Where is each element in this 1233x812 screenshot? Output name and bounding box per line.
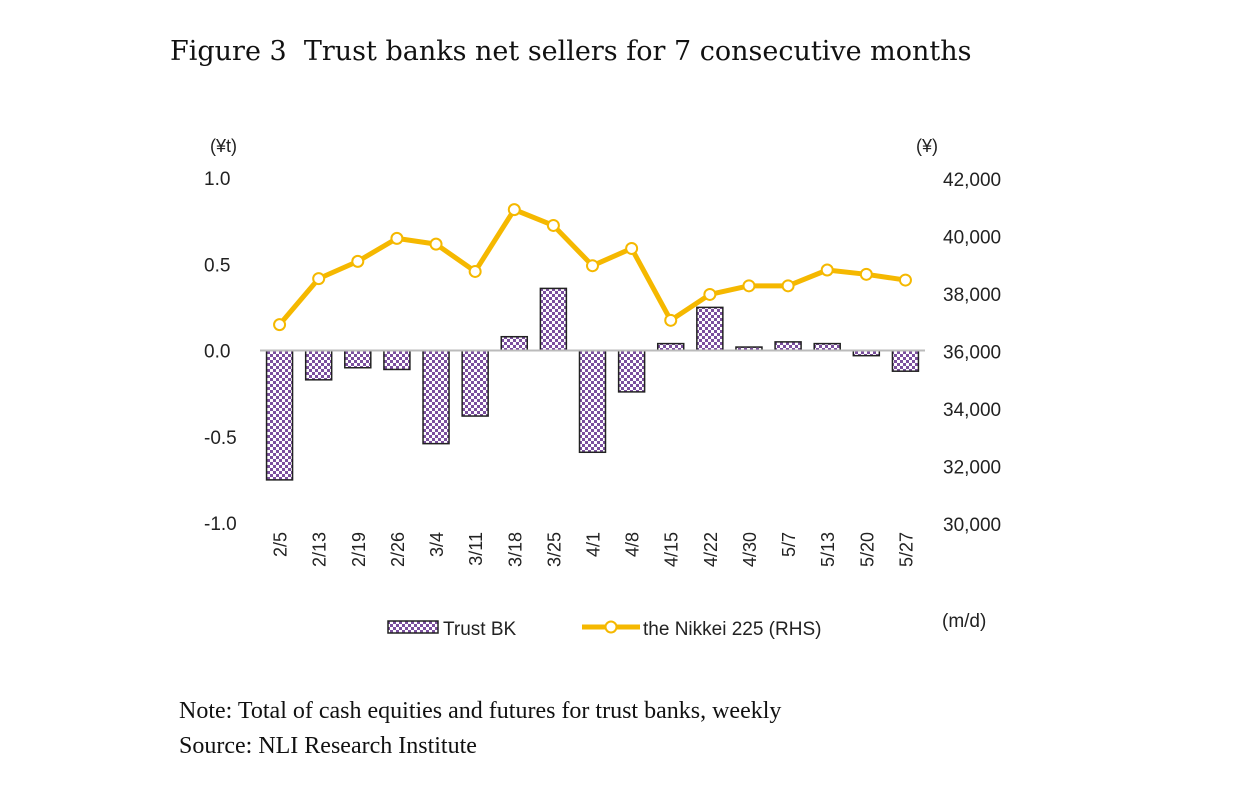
right-tick-label: 40,000 bbox=[943, 228, 1001, 249]
nikkei-point-2-19 bbox=[351, 254, 365, 268]
x-tick-label: 4/8 bbox=[623, 532, 643, 557]
bar-2-19 bbox=[344, 349, 372, 369]
x-tick-label: 4/30 bbox=[740, 532, 760, 567]
right-tick-label: 42,000 bbox=[943, 170, 1001, 191]
bar-4-8 bbox=[617, 349, 646, 393]
nikkei-point-4-30 bbox=[742, 279, 756, 293]
x-tick-label: 4/22 bbox=[701, 532, 721, 567]
bar-3-25 bbox=[539, 287, 568, 352]
nikkei-point-4-15 bbox=[664, 313, 678, 327]
x-tick-label: 4/1 bbox=[584, 532, 604, 557]
figure-title: Figure 3 Trust banks net sellers for 7 c… bbox=[170, 36, 972, 67]
bar-2-26 bbox=[383, 349, 411, 371]
nikkei-point-5-27 bbox=[898, 273, 912, 287]
x-tick-label: 4/15 bbox=[662, 532, 682, 567]
nikkei-point-4-22 bbox=[703, 287, 717, 301]
right-tick-label: 30,000 bbox=[943, 515, 1001, 536]
nikkei-point-5-7 bbox=[781, 279, 795, 293]
left-axis-unit: (¥t) bbox=[210, 136, 237, 156]
nikkei-point-3-11 bbox=[468, 264, 482, 278]
nikkei-point-5-13 bbox=[820, 263, 834, 277]
nikkei-point-5-20 bbox=[859, 267, 873, 281]
right-tick-label: 34,000 bbox=[943, 400, 1001, 421]
x-tick-label: 5/13 bbox=[818, 532, 838, 567]
x-tick-label: 3/25 bbox=[544, 532, 564, 567]
x-tick-label: 2/19 bbox=[349, 532, 369, 567]
nikkei-point-4-1 bbox=[586, 259, 599, 273]
bar-3-11 bbox=[461, 349, 489, 417]
x-tick-label: 3/18 bbox=[505, 532, 525, 567]
left-tick-label: -1.0 bbox=[204, 514, 237, 535]
source-text: Source: NLI Research Institute bbox=[179, 733, 477, 759]
note-text: Note: Total of cash equities and futures… bbox=[179, 698, 782, 724]
x-tick-label: 2/5 bbox=[271, 532, 291, 557]
legend-label-nikkei: the Nikkei 225 (RHS) bbox=[643, 619, 821, 640]
legend: Trust BK the Nikkei 225 (RHS) bbox=[387, 619, 821, 640]
right-axis-unit: (¥) bbox=[916, 136, 938, 156]
x-tick-label: 5/20 bbox=[857, 532, 877, 567]
left-tick-label: 0.0 bbox=[204, 342, 230, 363]
x-tick-label: 3/11 bbox=[466, 532, 486, 566]
bar-4-15 bbox=[656, 342, 685, 352]
nikkei-point-4-8 bbox=[625, 241, 639, 255]
nikkei-point-2-5 bbox=[273, 318, 287, 332]
nikkei-point-2-13 bbox=[312, 272, 326, 286]
bar-5-7 bbox=[774, 341, 802, 352]
x-tick-label: 5/27 bbox=[896, 532, 916, 567]
bar-2-5 bbox=[265, 349, 294, 481]
nikkei-point-3-18 bbox=[507, 203, 521, 217]
bar-4-1 bbox=[578, 349, 607, 454]
right-tick-label: 36,000 bbox=[943, 343, 1001, 364]
left-tick-label: 1.0 bbox=[204, 169, 230, 190]
bar-3-4 bbox=[422, 349, 450, 445]
x-tick-label: 3/4 bbox=[427, 532, 447, 557]
x-tick-label: 2/26 bbox=[388, 532, 408, 567]
legend-bar-swatch bbox=[387, 620, 439, 634]
x-tick-label: 5/7 bbox=[779, 532, 799, 557]
left-tick-label: -0.5 bbox=[204, 428, 237, 449]
nikkei-point-3-4 bbox=[429, 237, 443, 251]
right-tick-label: 32,000 bbox=[943, 458, 1001, 479]
nikkei-point-3-25 bbox=[546, 218, 560, 232]
right-tick-label: 38,000 bbox=[943, 285, 1001, 306]
bar-3-18 bbox=[500, 335, 529, 352]
bar-4-22 bbox=[696, 306, 724, 352]
bar-5-13 bbox=[813, 342, 841, 352]
x-tick-label: 2/13 bbox=[310, 532, 330, 567]
legend-label-trust-bk: Trust BK bbox=[443, 619, 517, 640]
nikkei-point-2-26 bbox=[390, 231, 404, 245]
bar-5-27 bbox=[891, 349, 920, 372]
legend-marker bbox=[604, 620, 618, 634]
left-tick-label: 0.5 bbox=[204, 255, 230, 276]
x-axis-unit: (m/d) bbox=[942, 611, 986, 632]
bar-2-13 bbox=[304, 349, 333, 381]
